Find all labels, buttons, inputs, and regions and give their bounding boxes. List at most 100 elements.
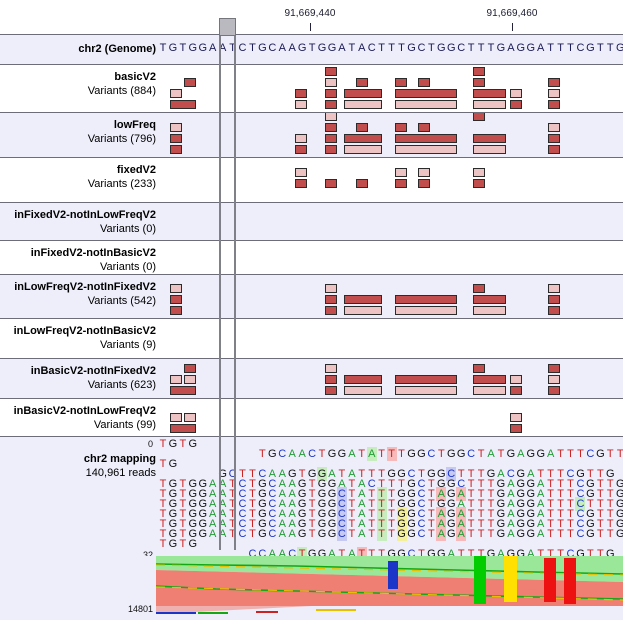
variant-block[interactable] bbox=[325, 284, 337, 293]
variant-block[interactable] bbox=[325, 375, 337, 384]
variant-block[interactable] bbox=[325, 295, 337, 304]
variant-block[interactable] bbox=[344, 295, 382, 304]
variant-block[interactable] bbox=[510, 100, 522, 109]
variant-block[interactable] bbox=[170, 145, 182, 154]
variant-block[interactable] bbox=[295, 145, 307, 154]
variant-block[interactable] bbox=[548, 284, 560, 293]
variant-block[interactable] bbox=[548, 364, 560, 373]
variant-block[interactable] bbox=[473, 168, 485, 177]
variant-block[interactable] bbox=[395, 375, 457, 384]
variant-block[interactable] bbox=[325, 364, 337, 373]
variant-block[interactable] bbox=[344, 375, 382, 384]
variant-block[interactable] bbox=[325, 179, 337, 188]
variant-block[interactable] bbox=[473, 375, 506, 384]
variant-track-inlowfreqv2-notinbasicv2[interactable]: inLowFreqV2-notInBasicV2 Variants (9) bbox=[0, 318, 623, 358]
variant-block[interactable] bbox=[548, 145, 560, 154]
variant-track-inbasicv2-notinfixedv2[interactable]: inBasicV2-notInFixedV2 Variants (623) bbox=[0, 358, 623, 398]
variant-block[interactable] bbox=[184, 375, 196, 384]
variant-block[interactable] bbox=[325, 100, 337, 109]
variant-block[interactable] bbox=[395, 123, 407, 132]
variant-block[interactable] bbox=[395, 295, 457, 304]
variant-block[interactable] bbox=[295, 89, 307, 98]
variant-block[interactable] bbox=[395, 145, 457, 154]
variant-track-inlowfreqv2-notinfixedv2[interactable]: inLowFreqV2-notInFixedV2 Variants (542) bbox=[0, 274, 623, 318]
variant-block[interactable] bbox=[395, 89, 457, 98]
variant-block[interactable] bbox=[473, 89, 506, 98]
variant-track-inbasicv2-notinlowfreqv2[interactable]: inBasicV2-notInLowFreqV2 Variants (99) bbox=[0, 398, 623, 436]
variant-block[interactable] bbox=[170, 386, 196, 395]
variant-block[interactable] bbox=[548, 78, 560, 87]
variant-block[interactable] bbox=[418, 179, 430, 188]
variant-block[interactable] bbox=[473, 113, 485, 121]
variant-track-infixedv2-notinlowfreqv2[interactable]: inFixedV2-notInLowFreqV2 Variants (0) bbox=[0, 202, 623, 240]
variant-block[interactable] bbox=[395, 134, 457, 143]
variant-block[interactable] bbox=[170, 100, 196, 109]
variant-track-basicv2[interactable]: basicV2 Variants (884) bbox=[0, 64, 623, 112]
variant-block[interactable] bbox=[344, 89, 382, 98]
cursor-drag-handle[interactable] bbox=[219, 18, 236, 36]
variant-block[interactable] bbox=[395, 306, 457, 315]
variant-block[interactable] bbox=[395, 78, 407, 87]
variant-block[interactable] bbox=[473, 100, 506, 109]
variant-block[interactable] bbox=[473, 284, 485, 293]
variant-block[interactable] bbox=[548, 134, 560, 143]
variant-block[interactable] bbox=[184, 78, 196, 87]
variant-block[interactable] bbox=[344, 386, 382, 395]
variant-block[interactable] bbox=[170, 284, 182, 293]
coverage-snp-marker[interactable] bbox=[544, 558, 556, 602]
coverage-snp-marker[interactable] bbox=[388, 561, 398, 589]
variant-block[interactable] bbox=[170, 375, 182, 384]
variant-block[interactable] bbox=[510, 89, 522, 98]
variant-block[interactable] bbox=[473, 306, 506, 315]
variant-block[interactable] bbox=[510, 375, 522, 384]
variant-block[interactable] bbox=[170, 413, 182, 422]
variant-block[interactable] bbox=[295, 100, 307, 109]
variant-block[interactable] bbox=[344, 100, 382, 109]
variant-block[interactable] bbox=[395, 168, 407, 177]
variant-block[interactable] bbox=[473, 78, 485, 87]
variant-block[interactable] bbox=[356, 123, 368, 132]
coverage-snp-marker[interactable] bbox=[504, 556, 517, 602]
variant-block[interactable] bbox=[473, 179, 485, 188]
variant-block[interactable] bbox=[170, 89, 182, 98]
variant-block[interactable] bbox=[170, 306, 182, 315]
variant-track-lowfreq[interactable]: lowFreq Variants (796) bbox=[0, 112, 623, 157]
variant-block[interactable] bbox=[510, 424, 522, 433]
variant-track-infixedv2-notinbasicv2[interactable]: inFixedV2-notInBasicV2 Variants (0) bbox=[0, 240, 623, 274]
variant-block[interactable] bbox=[548, 89, 560, 98]
variant-block[interactable] bbox=[325, 67, 337, 76]
variant-block[interactable] bbox=[295, 179, 307, 188]
variant-block[interactable] bbox=[325, 386, 337, 395]
variant-block[interactable] bbox=[325, 78, 337, 87]
variant-block[interactable] bbox=[548, 386, 560, 395]
coordinate-ruler[interactable]: 91,669,440 91,669,460 bbox=[0, 0, 623, 34]
variant-block[interactable] bbox=[395, 179, 407, 188]
variant-block[interactable] bbox=[325, 123, 337, 132]
variant-block[interactable] bbox=[170, 134, 182, 143]
variant-block[interactable] bbox=[344, 134, 382, 143]
coverage-snp-marker[interactable] bbox=[474, 556, 486, 604]
variant-block[interactable] bbox=[473, 364, 485, 373]
variant-block[interactable] bbox=[473, 134, 506, 143]
variant-block[interactable] bbox=[325, 306, 337, 315]
variant-block[interactable] bbox=[170, 123, 182, 132]
variant-block[interactable] bbox=[170, 424, 196, 433]
variant-block[interactable] bbox=[510, 413, 522, 422]
variant-block[interactable] bbox=[356, 78, 368, 87]
variant-block[interactable] bbox=[184, 413, 196, 422]
variant-block[interactable] bbox=[344, 306, 382, 315]
variant-block[interactable] bbox=[325, 134, 337, 143]
variant-block[interactable] bbox=[395, 386, 457, 395]
variant-block[interactable] bbox=[170, 295, 182, 304]
variant-block[interactable] bbox=[510, 386, 522, 395]
variant-block[interactable] bbox=[473, 386, 506, 395]
coverage-snp-marker[interactable] bbox=[564, 558, 576, 604]
variant-block[interactable] bbox=[473, 295, 506, 304]
variant-block[interactable] bbox=[325, 145, 337, 154]
variant-block[interactable] bbox=[418, 168, 430, 177]
variant-block[interactable] bbox=[184, 364, 196, 373]
variant-block[interactable] bbox=[473, 145, 506, 154]
variant-block[interactable] bbox=[548, 100, 560, 109]
variant-block[interactable] bbox=[548, 306, 560, 315]
